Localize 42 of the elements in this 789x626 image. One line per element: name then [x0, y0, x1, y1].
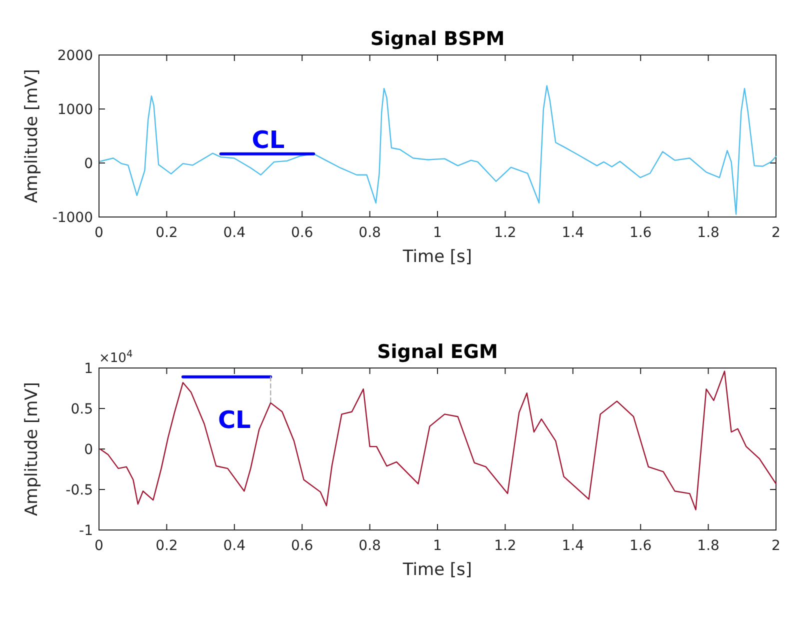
y-tick-label: -1000 [52, 210, 93, 226]
x-tick-label: 1.2 [494, 225, 516, 241]
x-tick-label: 0 [94, 225, 104, 241]
x-tick-label: 0.8 [358, 225, 381, 241]
x-tick-label: 1.4 [562, 538, 584, 554]
x-tick-label: 1.6 [629, 225, 652, 241]
x-tick-label: 1 [433, 225, 442, 241]
x-axis-title: Time [s] [402, 247, 472, 267]
x-tick-label: 0.2 [156, 538, 178, 554]
line-series [99, 85, 777, 215]
x-axis-title: Time [s] [402, 560, 472, 580]
y-tick-label: 1000 [57, 102, 93, 118]
x-tick-label: 1.2 [494, 538, 516, 554]
y-tick-label: -0.5 [66, 482, 93, 498]
line-series [99, 370, 777, 510]
x-tick-label: 0.4 [223, 538, 246, 554]
x-tick-label: 1.6 [629, 538, 652, 554]
x-tick-label: 1 [433, 538, 442, 554]
x-tick-label: 1.4 [562, 225, 584, 241]
y-axis-title: Amplitude [mV] [22, 69, 42, 203]
x-tick-label: 0.2 [156, 225, 178, 241]
y-tick-label: -1 [79, 522, 93, 539]
chart-title: Signal EGM [377, 341, 498, 363]
x-tick-label: 0 [94, 538, 104, 554]
y-axis-title: Amplitude [mV] [22, 382, 42, 516]
x-tick-label: 0.6 [290, 538, 314, 554]
text: ×10$^{4}$ [99, 348, 133, 366]
y-tick-label: 0 [84, 442, 93, 458]
annotation: CL [218, 406, 251, 434]
y-tick-label: 1 [84, 360, 93, 377]
x-tick-label: 0.4 [223, 225, 246, 241]
x-tick-label: 0.6 [290, 225, 314, 241]
y-tick-label: 0.5 [70, 401, 93, 418]
x-tick-label: 0.8 [358, 538, 381, 554]
y-tick-label: 0 [84, 156, 93, 172]
y-tick-label: 2000 [57, 48, 93, 64]
annotation: CL [252, 126, 285, 154]
x-tick-label: 1.8 [697, 538, 720, 554]
x-tick-label: 2 [772, 225, 780, 241]
x-tick-label: 2 [772, 538, 780, 554]
x-tick-label: 1.8 [697, 225, 720, 241]
chart-title: Signal BSPM [370, 28, 505, 50]
